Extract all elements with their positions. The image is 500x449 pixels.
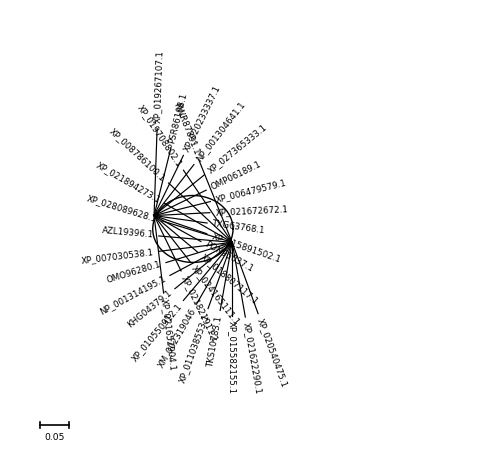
Text: XP_021672672.1: XP_021672672.1 [215, 204, 288, 217]
Text: XP_018807117.1: XP_018807117.1 [199, 252, 260, 306]
Text: XP_019708802.1: XP_019708802.1 [136, 103, 184, 168]
Text: TKS10783.1: TKS10783.1 [206, 315, 224, 368]
Polygon shape [152, 195, 233, 262]
Text: XP_027365333.1: XP_027365333.1 [206, 122, 268, 175]
Text: XP_021894273.1: XP_021894273.1 [94, 160, 162, 205]
Text: PON95037.1: PON95037.1 [204, 240, 255, 274]
Text: XP_015582155.1: XP_015582155.1 [228, 321, 236, 394]
Text: XM_002319046: XM_002319046 [156, 307, 198, 369]
Text: XP_021622290.1: XP_021622290.1 [242, 321, 264, 395]
Text: PSR86108.1: PSR86108.1 [168, 92, 189, 145]
Text: KHG04379.1: KHG04379.1 [126, 289, 174, 330]
Text: NP_001304641.1: NP_001304641.1 [194, 100, 246, 163]
Text: OMP06189.1: OMP06189.1 [209, 160, 262, 192]
Text: NP_001314195.1: NP_001314195.1 [98, 274, 168, 317]
Text: XP_021652904.1: XP_021652904.1 [160, 298, 178, 371]
Text: TXG63768.1: TXG63768.1 [212, 219, 266, 236]
Text: XP_020540475.1: XP_020540475.1 [256, 317, 289, 389]
Text: XP_008786100.1: XP_008786100.1 [108, 126, 168, 183]
Text: XP_028089628.1: XP_028089628.1 [86, 194, 158, 224]
Text: XP_015891502.1: XP_015891502.1 [210, 231, 282, 264]
Text: XP_020233337.1: XP_020233337.1 [182, 83, 222, 153]
Text: OMO96280.1: OMO96280.1 [106, 260, 162, 285]
Text: 0.05: 0.05 [44, 433, 65, 442]
Text: XP_007030538.1: XP_007030538.1 [81, 247, 154, 265]
Text: XP_011038553.1: XP_011038553.1 [177, 312, 210, 384]
Text: XP_010550912.1: XP_010550912.1 [130, 302, 184, 363]
Text: AZL19396.1: AZL19396.1 [102, 226, 154, 240]
Text: XP_021821911.1: XP_021821911.1 [180, 274, 220, 343]
Text: RWR87891.1: RWR87891.1 [172, 101, 201, 156]
Text: XP_006479579.1: XP_006479579.1 [214, 178, 287, 205]
Text: XP_024165111.1: XP_024165111.1 [190, 264, 242, 326]
Text: XP_019267107.1: XP_019267107.1 [153, 50, 164, 123]
